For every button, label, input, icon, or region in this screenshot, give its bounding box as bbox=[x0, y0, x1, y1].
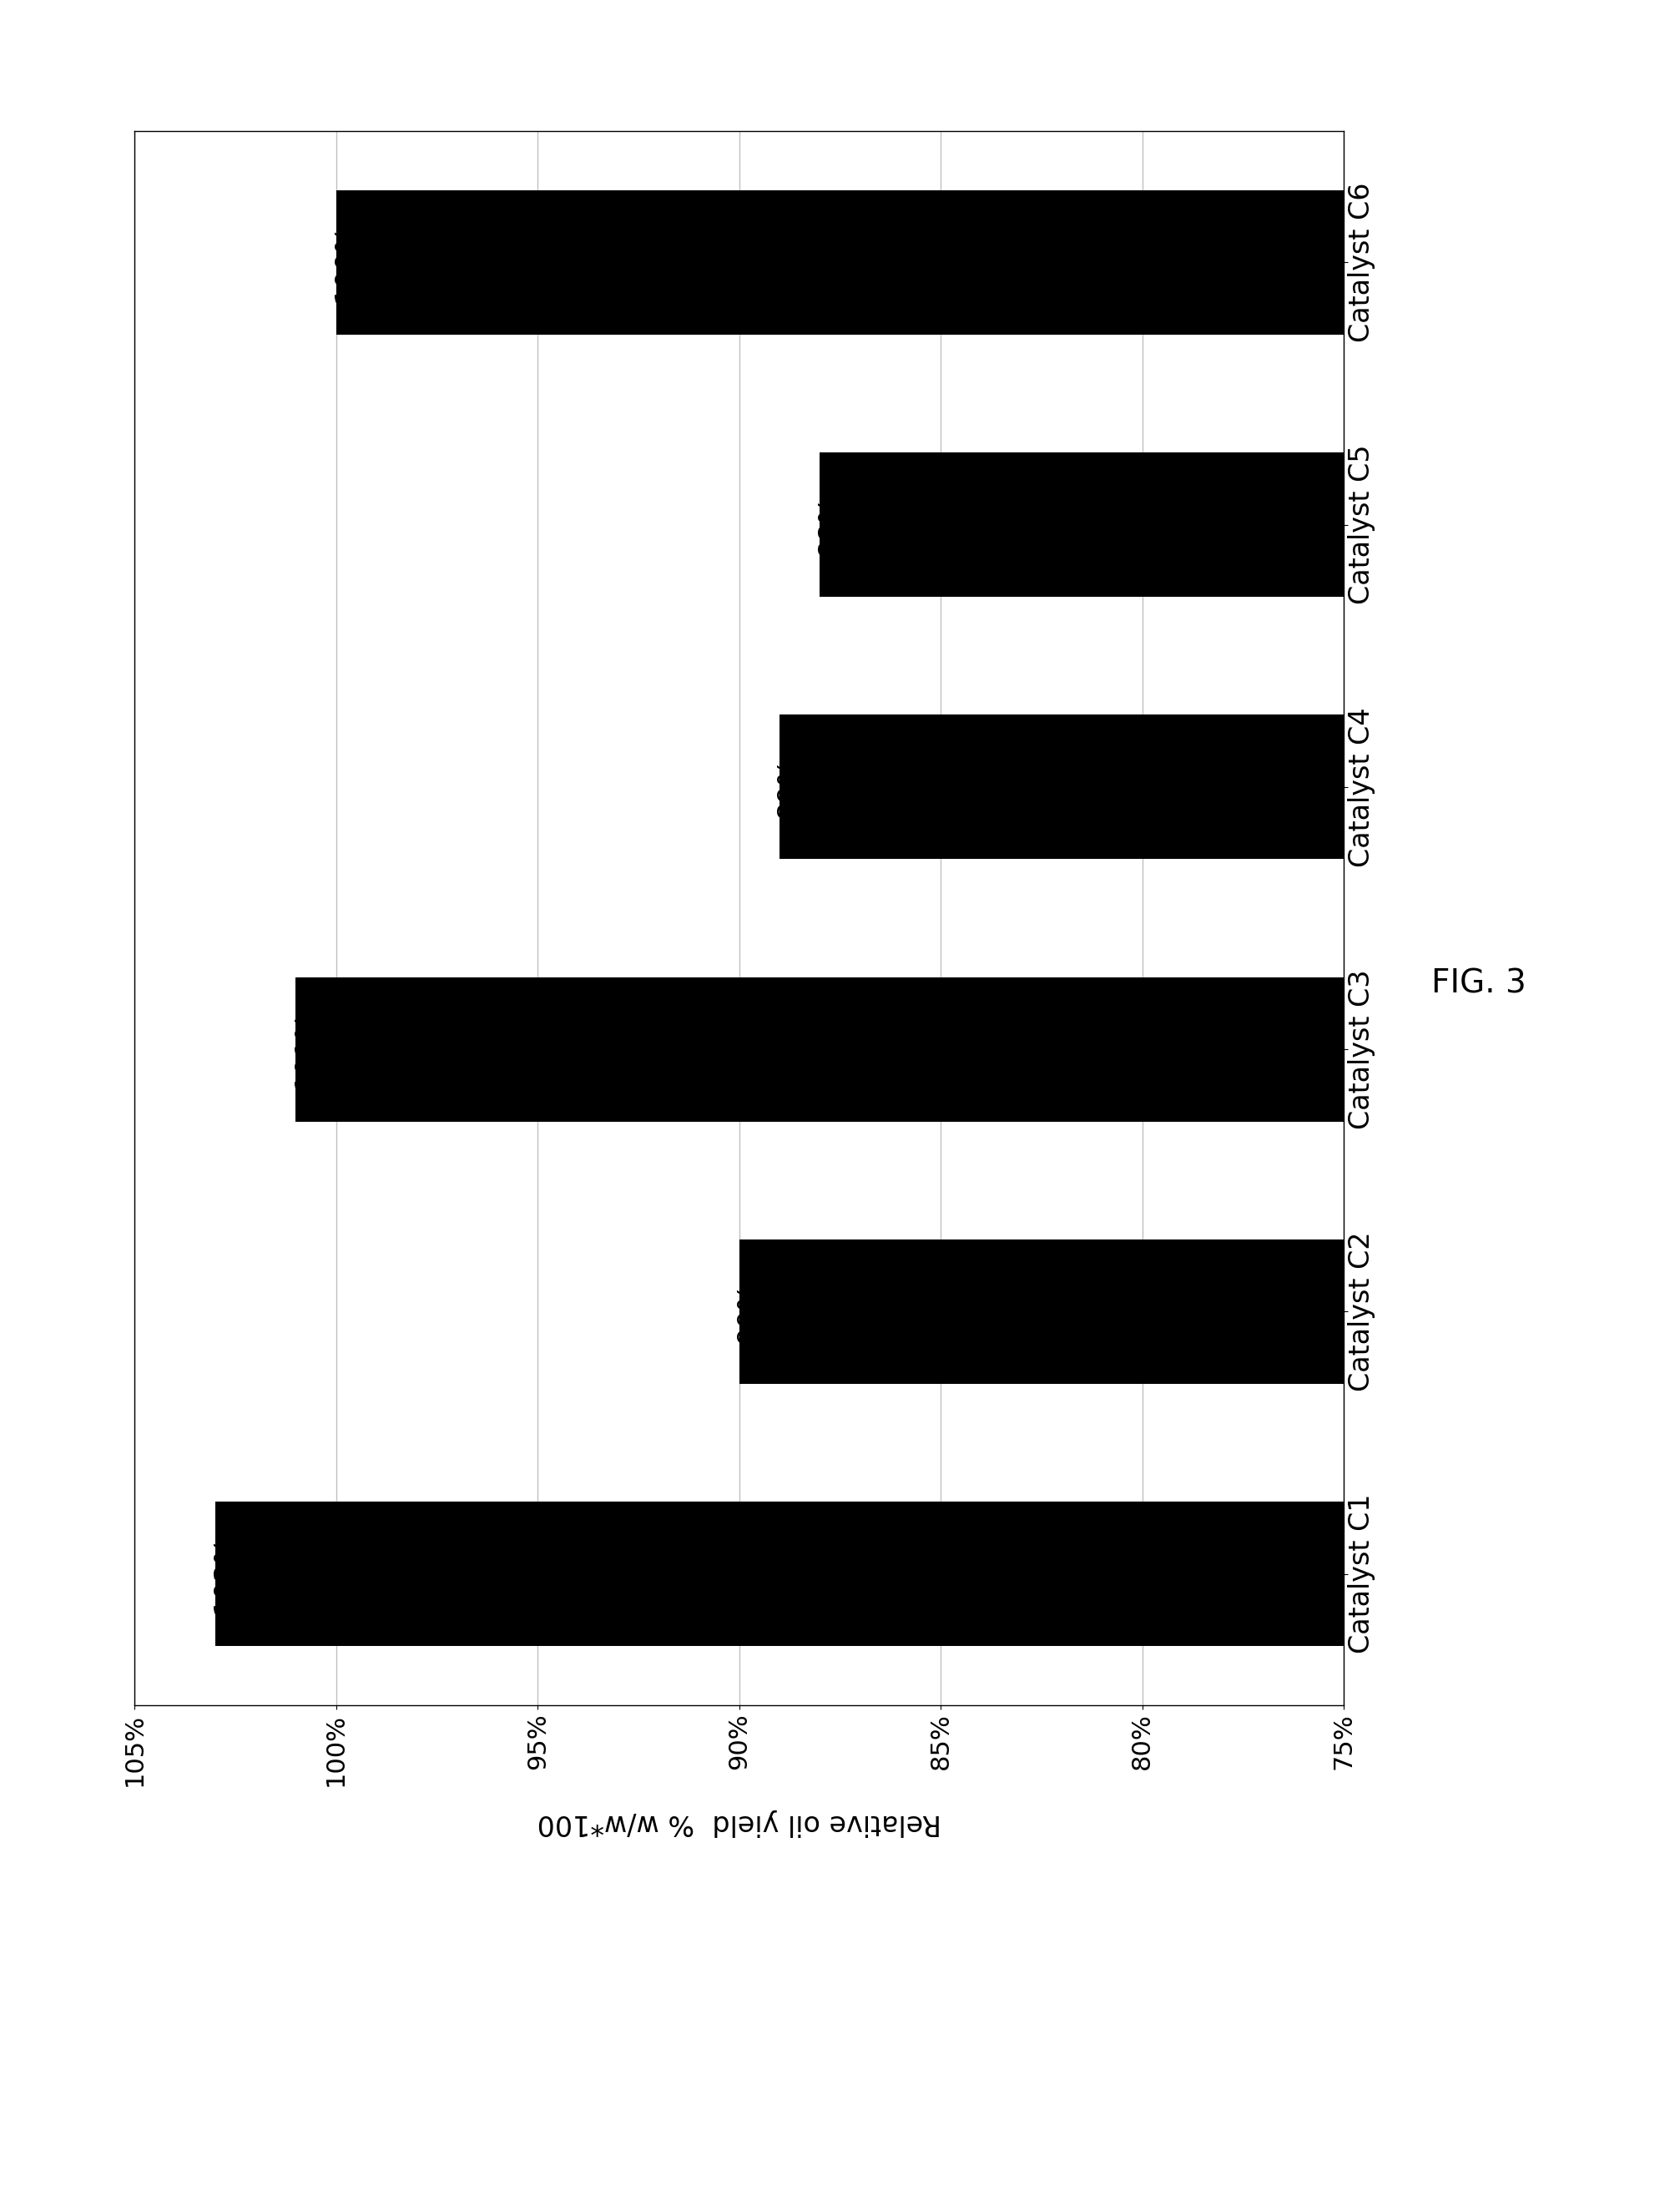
Text: 103%: 103% bbox=[212, 1535, 239, 1613]
Text: Catalyst C4: Catalyst C4 bbox=[1347, 706, 1376, 868]
Bar bbox=[780, 715, 1344, 859]
Text: Catalyst C2: Catalyst C2 bbox=[1347, 1231, 1376, 1392]
Text: 89%: 89% bbox=[776, 756, 803, 818]
Bar bbox=[215, 1502, 1344, 1646]
Text: 90%: 90% bbox=[736, 1281, 763, 1342]
Text: 101%: 101% bbox=[292, 1010, 319, 1089]
Text: FIG. 3: FIG. 3 bbox=[1431, 968, 1525, 999]
Bar bbox=[820, 453, 1344, 597]
Text: Catalyst C3: Catalyst C3 bbox=[1347, 968, 1376, 1130]
X-axis label: Relative oil yield  % w/w*100: Relative oil yield % w/w*100 bbox=[538, 1810, 941, 1836]
Text: Catalyst C6: Catalyst C6 bbox=[1347, 181, 1376, 343]
Bar bbox=[296, 977, 1344, 1121]
Text: 88%: 88% bbox=[816, 494, 843, 555]
Text: Catalyst C1: Catalyst C1 bbox=[1347, 1493, 1376, 1655]
Bar bbox=[739, 1239, 1344, 1384]
Bar bbox=[336, 190, 1344, 334]
Text: Catalyst C5: Catalyst C5 bbox=[1347, 444, 1376, 606]
Text: 100%: 100% bbox=[333, 223, 360, 302]
